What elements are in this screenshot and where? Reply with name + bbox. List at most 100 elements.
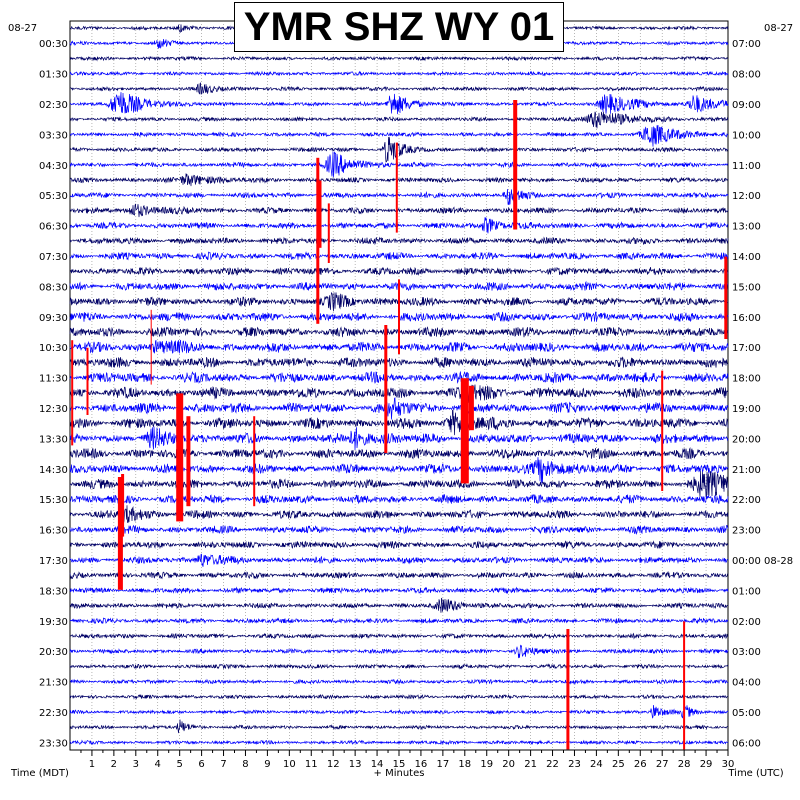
trace-row [69, 739, 729, 746]
trace-row [69, 570, 729, 580]
right-hour-label: 07:00 [732, 39, 761, 50]
clipped-segments [71, 100, 728, 750]
right-hour-label: 23:00 [732, 526, 761, 537]
trace-row [69, 151, 728, 178]
x-tick-label: 19 [480, 759, 493, 770]
right-hour-label: 08:00 [732, 70, 761, 81]
x-tick-label: 25 [612, 759, 625, 770]
right-hour-label: 14:00 [732, 252, 761, 263]
chart-title: YMR SHZ WY 01 [243, 5, 555, 49]
left-hour-label: 20:30 [39, 647, 68, 658]
trace-row [69, 553, 728, 567]
right-hour-label: 21:00 [732, 465, 761, 476]
right-hour-label: 05:00 [732, 708, 761, 719]
trace-row [70, 632, 729, 640]
clip-segment [86, 347, 89, 415]
trace-row [69, 644, 729, 659]
left-hour-label: 14:30 [39, 465, 68, 476]
x-tick-label: 17 [436, 759, 449, 770]
trace-row [69, 524, 729, 535]
left-hour-label: 13:30 [39, 434, 68, 445]
left-hour-label: 00:30 [39, 39, 68, 50]
hour-labels: 00:30 01:30 02:30 03:30 04:30 05:30 06:30 07:30… [39, 39, 793, 749]
trace-row [69, 82, 729, 95]
right-hour-label: 22:00 [732, 495, 761, 506]
left-hour-label: 19:30 [39, 617, 68, 628]
trace-row [70, 136, 729, 163]
x-tick-label: 30 [722, 759, 735, 770]
x-tick-label: 5 [176, 759, 182, 770]
x-tick-label: 8 [242, 759, 248, 770]
left-hour-label: 16:30 [39, 526, 68, 537]
x-tick-label: 29 [700, 759, 713, 770]
right-hour-label: 02:00 [732, 617, 761, 628]
trace-row [69, 173, 729, 187]
x-tick-label: 14 [371, 759, 384, 770]
left-hour-label: 02:30 [39, 100, 68, 111]
clip-segment [176, 393, 184, 522]
clip-segment [327, 203, 330, 263]
left-hour-label: 22:30 [39, 708, 68, 719]
x-tick-label: 10 [283, 759, 296, 770]
left-hour-label: 21:30 [39, 678, 68, 689]
trace-row [69, 617, 729, 625]
clip-segment [683, 621, 686, 750]
right-hour-label: 00:00 08-28 [732, 556, 793, 567]
trace-row [69, 597, 729, 613]
clip-segment [513, 100, 518, 230]
left-hour-label: 05:30 [39, 191, 68, 202]
left-hour-label: 12:30 [39, 404, 68, 415]
clip-segment [318, 180, 322, 248]
clip-segment [316, 157, 320, 324]
right-hour-label: 09:00 [732, 100, 761, 111]
left-hour-label: 23:30 [39, 738, 68, 749]
x-tick-label: 13 [349, 759, 362, 770]
trace-row [69, 693, 729, 700]
x-tick-label: 16 [415, 759, 428, 770]
clip-segment [253, 416, 256, 507]
left-axis-label: Time (MDT) [10, 768, 69, 779]
right-hour-label: 15:00 [732, 282, 761, 293]
right-hour-label: 16:00 [732, 313, 761, 324]
trace-row [70, 382, 729, 403]
left-hour-label: 11:30 [39, 374, 68, 385]
clip-segment [150, 309, 152, 385]
x-tick-label: 26 [634, 759, 647, 770]
clip-segment [71, 340, 74, 446]
x-tick-label: 21 [524, 759, 537, 770]
right-hour-label: 11:00 [732, 161, 761, 172]
trace-row [69, 236, 729, 246]
right-hour-label: 13:00 [732, 222, 761, 233]
x-tick-label: 18 [458, 759, 471, 770]
right-hour-label: 20:00 [732, 434, 761, 445]
x-tick-label: 6 [198, 759, 204, 770]
right-hour-label: 12:00 [732, 191, 761, 202]
left-hour-label: 17:30 [39, 556, 68, 567]
clip-segment [468, 385, 474, 431]
x-tick-label: 27 [656, 759, 669, 770]
x-tick-label: 24 [590, 759, 603, 770]
x-tick-label: 28 [678, 759, 691, 770]
trace-row [69, 266, 729, 276]
x-axis-label: + Minutes [374, 768, 425, 779]
trace-row [69, 188, 729, 206]
x-tick-label: 1 [89, 759, 95, 770]
trace-row [69, 370, 729, 384]
trace-row [69, 678, 729, 685]
clip-segment [661, 370, 664, 491]
left-hour-label: 09:30 [39, 313, 68, 324]
right-hour-label: 18:00 [732, 374, 761, 385]
x-tick-label: 4 [155, 759, 161, 770]
right-hour-label: 10:00 [732, 130, 761, 141]
x-tick-label: 11 [305, 759, 318, 770]
left-hour-label: 01:30 [39, 70, 68, 81]
left-date: 08-27 [8, 23, 37, 34]
x-tick-label: 15 [393, 759, 406, 770]
clip-segment [384, 325, 388, 453]
right-hour-label: 01:00 [732, 586, 761, 597]
clip-segment [566, 629, 570, 750]
trace-row [69, 124, 729, 147]
x-tick-label: 9 [264, 759, 270, 770]
x-axis-ticks: 1 2 3 4 5 6 7 8 9 10 11 12 13 14 15 16 17 18 19 20 21 22 23 24 2… [80, 750, 735, 770]
